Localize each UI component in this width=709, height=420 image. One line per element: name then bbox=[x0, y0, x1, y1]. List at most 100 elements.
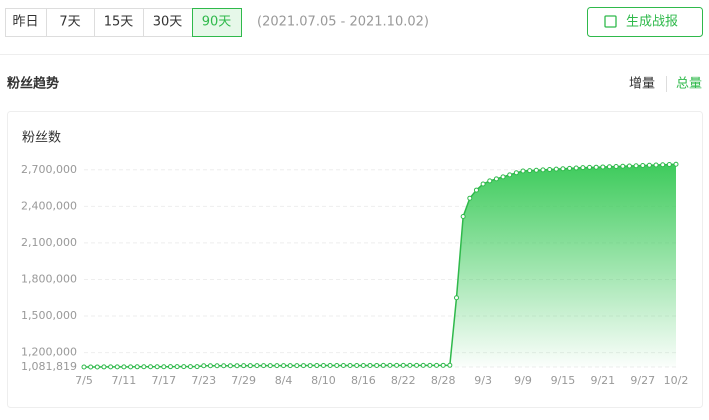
data-point bbox=[500, 174, 506, 180]
data-point bbox=[460, 213, 466, 219]
data-point bbox=[447, 362, 453, 368]
data-point bbox=[227, 363, 233, 369]
tab-label[interactable]: 昨日 bbox=[12, 15, 38, 30]
data-point bbox=[294, 363, 300, 369]
data-point bbox=[666, 162, 672, 168]
data-point bbox=[334, 363, 340, 369]
data-point bbox=[407, 362, 413, 368]
data-point bbox=[527, 168, 533, 174]
data-point bbox=[520, 168, 526, 174]
data-point bbox=[161, 364, 167, 370]
x-tick-label: 8/10 bbox=[311, 374, 336, 387]
x-tick-label: 8/28 bbox=[431, 374, 456, 387]
toggle-increment[interactable]: 增量 bbox=[629, 77, 655, 92]
data-point bbox=[94, 364, 100, 370]
data-point bbox=[301, 363, 307, 369]
x-tick-label: 7/23 bbox=[191, 374, 216, 387]
data-point bbox=[653, 162, 659, 168]
tab[interactable] bbox=[192, 8, 242, 37]
data-point bbox=[128, 364, 134, 370]
data-point bbox=[114, 364, 120, 370]
data-point bbox=[507, 172, 513, 178]
data-point bbox=[267, 363, 273, 369]
data-point bbox=[660, 162, 666, 168]
y-tick-label: 1,081,819 bbox=[21, 360, 77, 373]
data-point bbox=[347, 362, 353, 368]
data-point bbox=[626, 163, 632, 169]
data-point bbox=[214, 363, 220, 369]
data-point bbox=[254, 363, 260, 369]
tab[interactable] bbox=[94, 8, 144, 37]
data-point bbox=[241, 363, 247, 369]
share-icon bbox=[604, 15, 617, 28]
data-point bbox=[453, 295, 459, 301]
tab[interactable] bbox=[46, 8, 95, 37]
section-title: 粉丝趋势 bbox=[7, 76, 59, 92]
tab-label[interactable]: 15天 bbox=[104, 15, 134, 30]
data-point bbox=[567, 165, 573, 171]
tab-group: 昨日 7天 15天 30天 90天 bbox=[5, 8, 242, 37]
data-point bbox=[553, 166, 559, 172]
report-button-label[interactable]: 生成战报 bbox=[626, 15, 678, 30]
y-tick-label: 1,200,000 bbox=[21, 346, 77, 359]
data-point bbox=[560, 166, 566, 172]
data-point bbox=[400, 362, 406, 368]
y-tick-label: 2,700,000 bbox=[21, 163, 77, 176]
data-point bbox=[633, 163, 639, 169]
data-point bbox=[287, 363, 293, 369]
data-point bbox=[207, 363, 213, 369]
data-point bbox=[573, 165, 579, 171]
tab[interactable] bbox=[5, 8, 47, 37]
data-point bbox=[187, 364, 193, 370]
data-point bbox=[174, 364, 180, 370]
data-point bbox=[354, 362, 360, 368]
data-point bbox=[360, 362, 366, 368]
data-point bbox=[221, 363, 227, 369]
data-point bbox=[440, 362, 446, 368]
report-button[interactable] bbox=[587, 7, 703, 37]
data-point bbox=[620, 163, 626, 169]
data-point bbox=[340, 363, 346, 369]
data-point bbox=[367, 362, 373, 368]
data-point bbox=[134, 364, 140, 370]
x-tick-label: 10/2 bbox=[664, 374, 689, 387]
data-point bbox=[274, 363, 280, 369]
data-point bbox=[640, 162, 646, 168]
tab-label[interactable]: 7天 bbox=[59, 15, 80, 30]
data-point bbox=[154, 364, 160, 370]
data-point bbox=[81, 364, 87, 370]
data-point bbox=[493, 176, 499, 182]
x-tick-label: 7/5 bbox=[75, 374, 93, 387]
data-point bbox=[314, 363, 320, 369]
x-tick-label: 9/21 bbox=[590, 374, 615, 387]
data-point bbox=[533, 167, 539, 173]
data-point bbox=[234, 363, 240, 369]
data-point bbox=[141, 364, 147, 370]
data-point bbox=[580, 165, 586, 171]
data-point bbox=[427, 362, 433, 368]
y-tick-label: 1,500,000 bbox=[21, 309, 77, 322]
x-tick-label: 7/11 bbox=[112, 374, 137, 387]
area-fill bbox=[84, 164, 676, 367]
data-point bbox=[540, 167, 546, 173]
y-tick-label: 1,800,000 bbox=[21, 272, 77, 285]
data-point bbox=[606, 164, 612, 170]
data-point bbox=[307, 363, 313, 369]
x-tick-label: 8/4 bbox=[275, 374, 293, 387]
data-point bbox=[467, 195, 473, 201]
x-tick-label: 7/17 bbox=[151, 374, 176, 387]
x-tick-label: 9/27 bbox=[630, 374, 655, 387]
data-point bbox=[487, 178, 493, 184]
tab-label[interactable]: 90天 bbox=[202, 15, 232, 30]
data-point bbox=[600, 164, 606, 170]
tab-label[interactable]: 30天 bbox=[153, 15, 183, 30]
x-tick-label: 9/3 bbox=[474, 374, 492, 387]
data-point bbox=[613, 163, 619, 169]
data-point bbox=[181, 364, 187, 370]
data-point bbox=[261, 363, 267, 369]
data-point bbox=[434, 362, 440, 368]
toggle-total[interactable]: 总量 bbox=[676, 77, 702, 92]
data-point bbox=[414, 362, 420, 368]
x-tick-label: 8/16 bbox=[351, 374, 376, 387]
